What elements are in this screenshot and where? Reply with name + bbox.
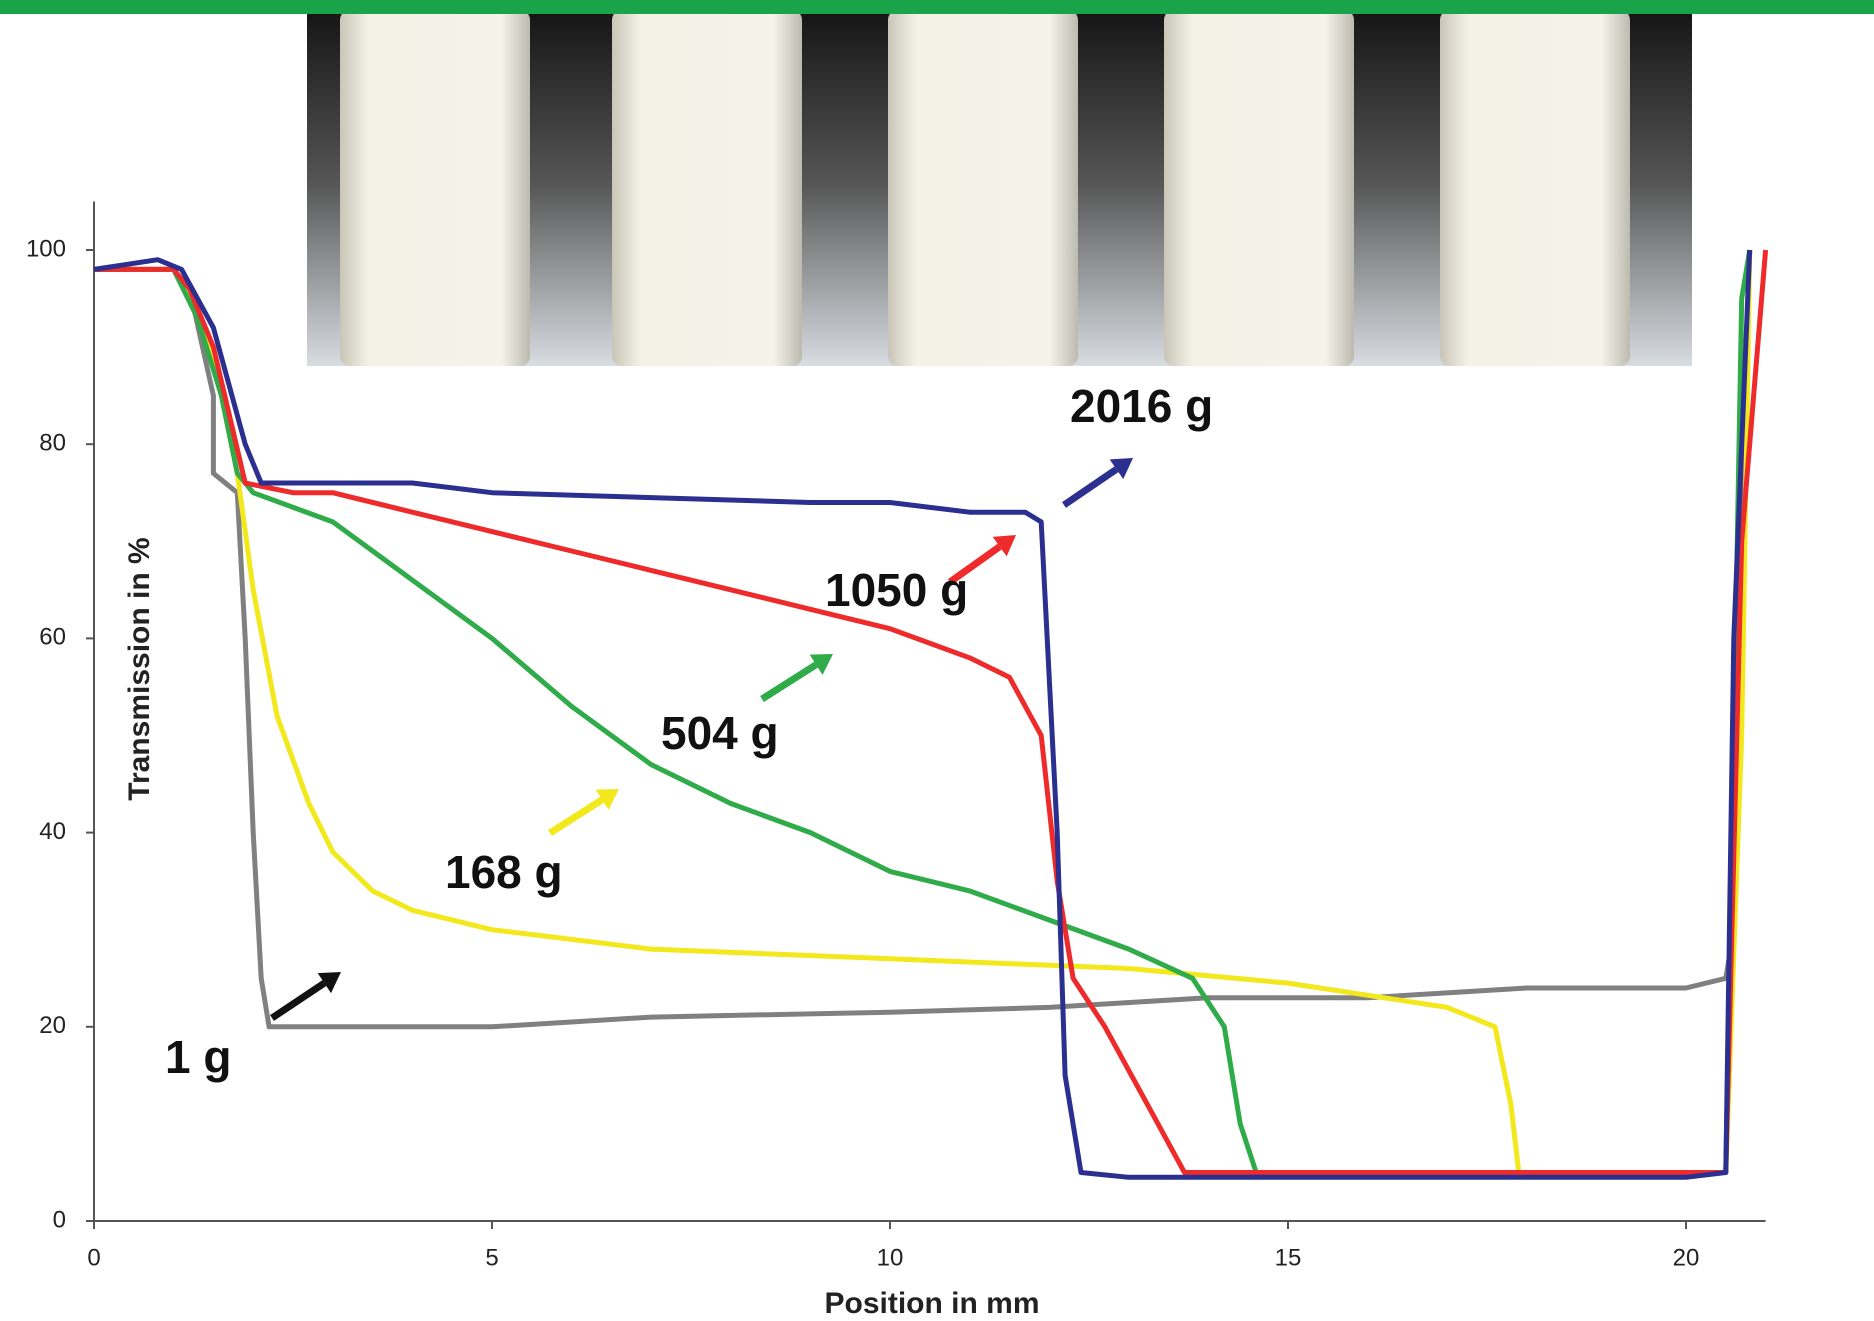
y-axis-label: Transmission in %	[123, 537, 156, 800]
annotation-label: 1 g	[165, 1031, 231, 1083]
annotation-arrow	[548, 796, 605, 836]
annotation-arrow	[270, 980, 327, 1021]
x-tick-label: 0	[87, 1244, 100, 1271]
y-tick-label: 40	[39, 818, 66, 845]
x-tick-label: 15	[1275, 1244, 1302, 1271]
annotation-arrow	[1062, 466, 1119, 508]
x-tick-label: 20	[1673, 1244, 1700, 1271]
x-tick-label: 10	[877, 1244, 904, 1271]
annotation-arrow	[947, 543, 1002, 585]
series-line	[94, 249, 1753, 1030]
annotation-label: 168 g	[445, 846, 563, 898]
annotation-arrow	[760, 661, 818, 702]
y-tick-label: 20	[39, 1012, 66, 1039]
x-axis-label: Position in mm	[824, 1287, 1039, 1320]
annotation-arrowhead	[317, 972, 341, 994]
annotation-arrowhead	[1109, 458, 1133, 480]
annotation-label: 504 g	[661, 707, 779, 759]
y-tick-label: 80	[39, 430, 66, 457]
y-tick-label: 60	[39, 624, 66, 651]
x-tick-label: 5	[485, 1244, 498, 1271]
series-line	[93, 249, 1753, 1180]
annotation-arrowhead	[809, 654, 833, 675]
y-tick-label: 0	[53, 1206, 66, 1233]
series-line	[94, 249, 1753, 1175]
annotation-arrowhead	[595, 789, 619, 810]
annotation-arrowhead	[992, 535, 1016, 557]
y-tick-label: 100	[26, 235, 66, 262]
annotation-label: 1050 g	[825, 564, 968, 616]
series-line	[94, 249, 1769, 1175]
photo	[307, 0, 1692, 366]
annotation-label: 2016 g	[1070, 380, 1213, 432]
top-bar	[0, 0, 1874, 14]
series-line	[94, 249, 1753, 1175]
